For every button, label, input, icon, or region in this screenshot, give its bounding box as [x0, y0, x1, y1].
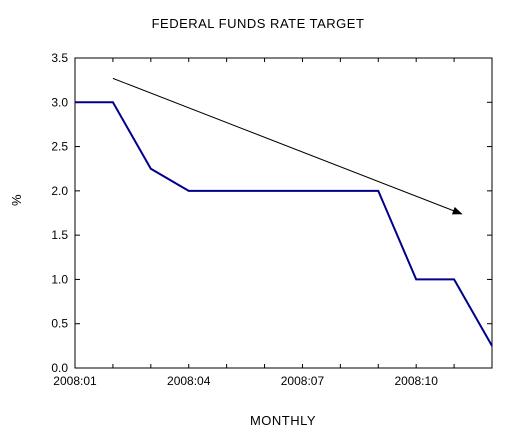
x-tick-label: 2008:07	[281, 374, 325, 388]
series-line	[75, 101, 493, 347]
x-tick-label: 2008:01	[53, 374, 97, 388]
trend-arrow	[112, 77, 463, 215]
y-axis-label: %	[9, 194, 24, 206]
y-tick-label: 0.5	[51, 317, 68, 331]
y-tick-label: 3.0	[51, 95, 68, 109]
y-tick-label: 0.0	[51, 361, 68, 375]
x-tick-label: 2008:10	[394, 374, 438, 388]
y-tick-label: 1.0	[51, 272, 68, 286]
chart-title: FEDERAL FUNDS RATE TARGET	[151, 16, 365, 31]
x-axis-label: MONTHLY	[249, 413, 317, 428]
y-tick-label: 3.5	[51, 51, 68, 65]
y-tick-label: 2.0	[51, 184, 68, 198]
plot-frame	[74, 57, 493, 369]
y-tick-label: 2.5	[51, 140, 68, 154]
y-tick-label: 1.5	[51, 228, 68, 242]
x-tick-label: 2008:04	[167, 374, 211, 388]
